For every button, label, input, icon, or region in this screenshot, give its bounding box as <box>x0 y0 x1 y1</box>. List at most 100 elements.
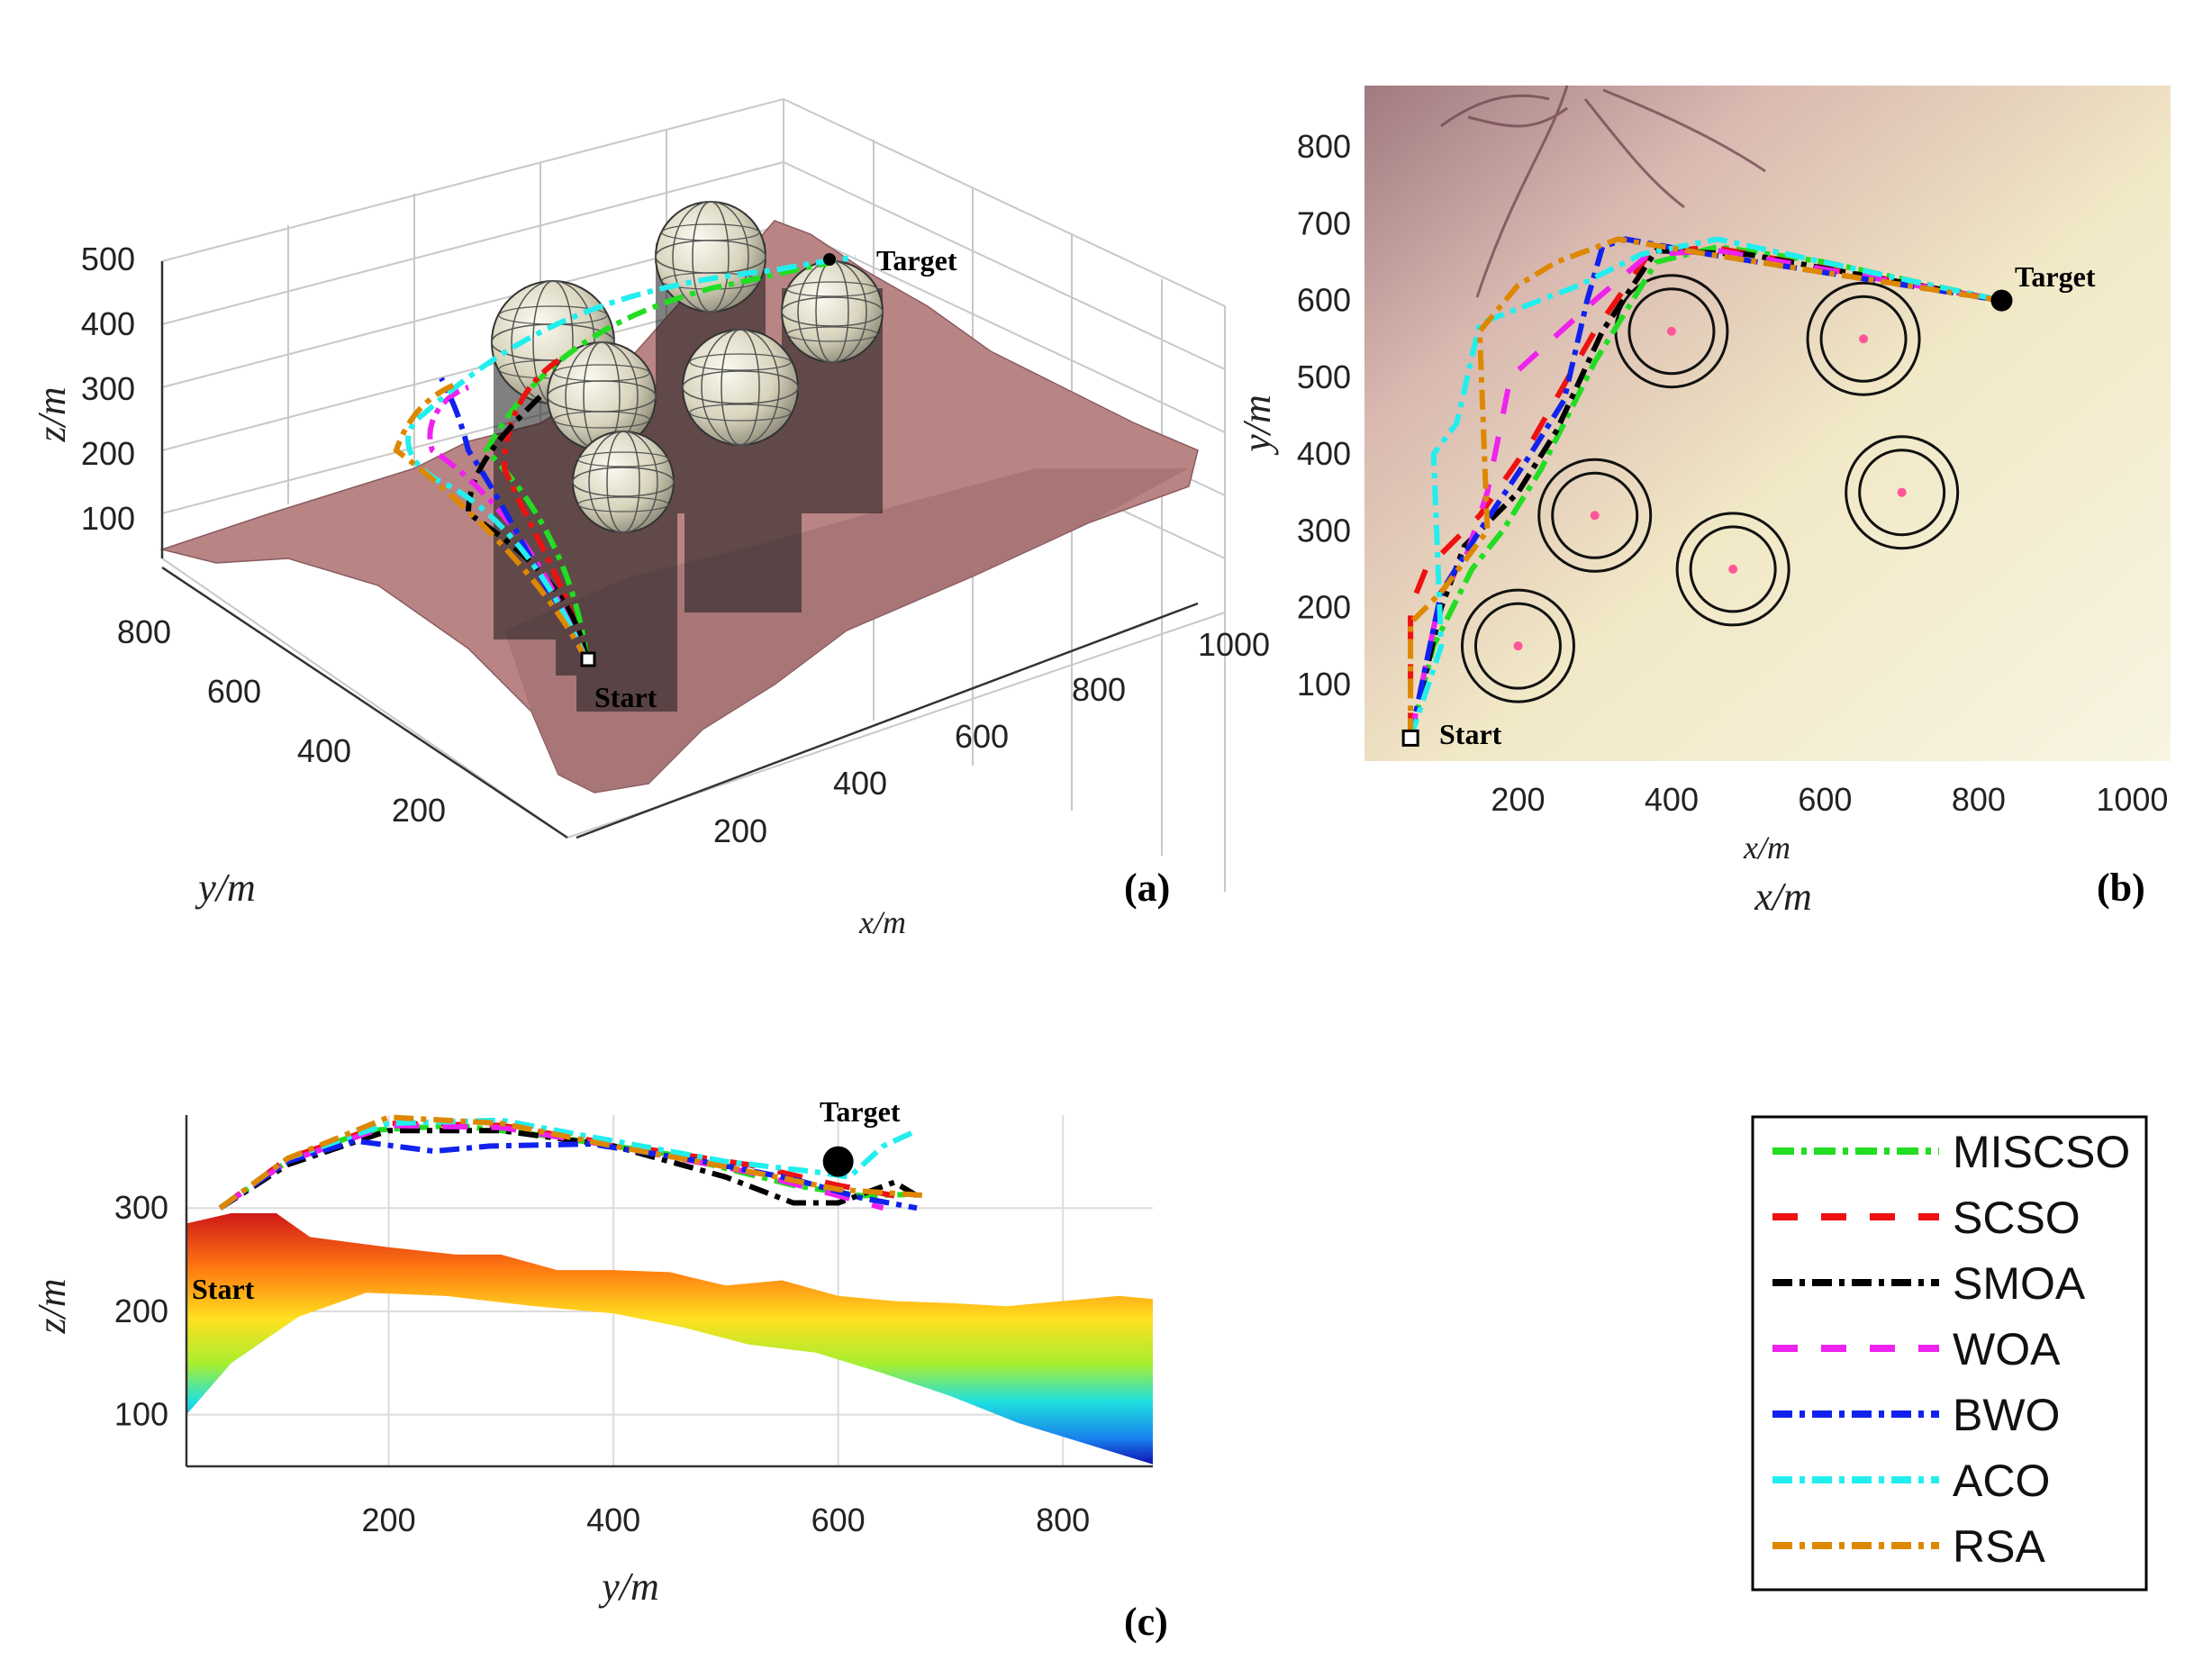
legend-box <box>1751 1115 2148 1592</box>
x-tick-label: 200 <box>1491 781 1545 818</box>
panel-c-axes <box>185 1115 1153 1468</box>
panel-b-start-label: Start <box>1439 718 1502 750</box>
panel-a-box-grid <box>161 97 1226 892</box>
y-tick-label: 200 <box>1297 589 1351 626</box>
y-tick-label: 100 <box>114 1396 168 1433</box>
panel-a-3d-view: Start Target 500 400 300 200 100 800 600… <box>30 97 1270 940</box>
y-tick-label: 400 <box>1297 435 1351 472</box>
y-tick-label: 600 <box>1297 282 1351 319</box>
obstacle-inner-ring <box>1819 295 1908 383</box>
obstacle-center <box>1728 564 1738 574</box>
path-3d-RSA <box>393 380 590 664</box>
x-tick-label: 800 <box>1036 1501 1090 1538</box>
panel-c-label: (c) <box>1124 1600 1168 1644</box>
panel-c-paths <box>218 1114 929 1211</box>
y-tick-label: 200 <box>114 1293 168 1329</box>
obstacle-inner-ring <box>1858 449 1946 537</box>
obstacle-center <box>1897 487 1907 497</box>
obstacle-center <box>1590 511 1600 521</box>
target-marker <box>822 1146 854 1177</box>
path-3d-BWO <box>439 376 590 664</box>
obstacle-outer-ring <box>1806 281 1921 396</box>
panel-b-paths <box>1408 236 2003 739</box>
obstacle-inner-ring <box>1473 602 1562 690</box>
obstacle-inner-ring <box>1689 525 1777 613</box>
panel-b-target-label: Target <box>2015 260 2096 293</box>
panel-b-markers <box>1401 289 2013 747</box>
panel-b-x-ticks: 200 400 600 800 1000 <box>1491 781 2168 818</box>
obstacle-inner-ring <box>1551 471 1639 559</box>
panel-a-target-marker <box>823 253 836 266</box>
x-tick-label: 400 <box>833 765 887 802</box>
obstacle-outer-ring <box>1675 512 1790 627</box>
panel-a-y-ticks: 800 600 400 200 <box>117 613 446 829</box>
panel-b-obstacles <box>1460 274 1960 703</box>
path-BWO <box>218 1138 918 1211</box>
path-3d-ACO <box>405 255 857 664</box>
y-tick-label: 800 <box>1297 128 1351 165</box>
y-tick-label: 800 <box>117 613 171 650</box>
x-tick-label: 400 <box>1645 781 1699 818</box>
z-tick-label: 100 <box>81 500 135 537</box>
y-tick-label: 300 <box>114 1189 168 1226</box>
sphere-obstacle <box>572 431 675 533</box>
start-marker <box>1401 729 1419 747</box>
x-tick-label: 600 <box>1798 781 1852 818</box>
panel-c-x-ticks: 200 400 600 800 <box>362 1501 1091 1538</box>
panel-b-xlabel-small: x/m <box>1743 830 1790 866</box>
panel-b-terrain-ridges <box>1440 85 1766 298</box>
x-tick-label: 400 <box>586 1501 640 1538</box>
panel-a-xlabel: x/m <box>858 904 906 940</box>
path-RSA <box>218 1114 929 1211</box>
terrain-elevation-band <box>186 1213 1153 1465</box>
path-3d-SCSO <box>501 358 590 663</box>
legend-label-WOA: WOA <box>1953 1324 2061 1374</box>
y-tick-label: 300 <box>1297 512 1351 549</box>
panel-b-label: (b) <box>2097 866 2145 910</box>
y-tick-label: 700 <box>1297 204 1351 241</box>
z-tick-label: 300 <box>81 370 135 407</box>
panel-a-ylabel: y/m <box>195 866 256 910</box>
x-tick-label: 200 <box>362 1501 416 1538</box>
panel-c-terrain <box>186 1213 1153 1465</box>
panel-c-start-label: Start <box>192 1273 255 1305</box>
legend-label-SCSO: SCSO <box>1953 1193 2081 1243</box>
panel-a-paths <box>393 255 857 664</box>
target-marker <box>1990 289 2013 312</box>
panel-a-axes <box>160 261 1199 839</box>
x-tick-label: 200 <box>713 812 767 849</box>
x-tick-label: 1000 <box>1198 626 1270 663</box>
legend-label-MISCSO: MISCSO <box>1953 1127 2130 1177</box>
panel-a-start-label: Start <box>594 681 657 713</box>
legend-label-RSA: RSA <box>1953 1521 2045 1572</box>
legend-label-BWO: BWO <box>1953 1390 2060 1440</box>
y-tick-label: 600 <box>207 673 261 710</box>
z-tick-label: 500 <box>81 240 135 277</box>
path-WOA <box>218 1122 884 1211</box>
panel-c-ylabel: z/m <box>30 1278 74 1334</box>
path-MISCSO <box>1408 244 2003 739</box>
panel-a-obstacle-spheres <box>491 201 884 533</box>
path-BWO <box>1408 236 2002 739</box>
panel-a-target-label: Target <box>876 244 957 277</box>
panel-b-terrain-map <box>1364 86 2171 761</box>
y-tick-label: 400 <box>297 732 351 769</box>
legend-label-SMOA: SMOA <box>1953 1258 2086 1309</box>
x-tick-label: 800 <box>1952 781 2006 818</box>
obstacle-center <box>1859 334 1869 344</box>
obstacle-center <box>1666 326 1676 336</box>
panel-b-xlabel: x/m <box>1754 875 1812 919</box>
panel-b-top-view: 200 400 600 800 1000 100 200 300 400 500 600 700 80… <box>1235 85 2171 919</box>
sphere-obstacle <box>781 260 884 363</box>
obstacle-inner-ring <box>1627 287 1716 376</box>
obstacle-center <box>1513 641 1523 651</box>
z-tick-label: 200 <box>81 435 135 472</box>
path-ACO <box>218 1117 919 1211</box>
panel-b-ylabel: y/m <box>1235 395 1279 456</box>
path-ACO <box>1408 236 2003 739</box>
y-tick-label: 100 <box>1297 666 1351 703</box>
legend-label-ACO: ACO <box>1953 1456 2050 1506</box>
panel-a-start-marker <box>580 651 596 667</box>
